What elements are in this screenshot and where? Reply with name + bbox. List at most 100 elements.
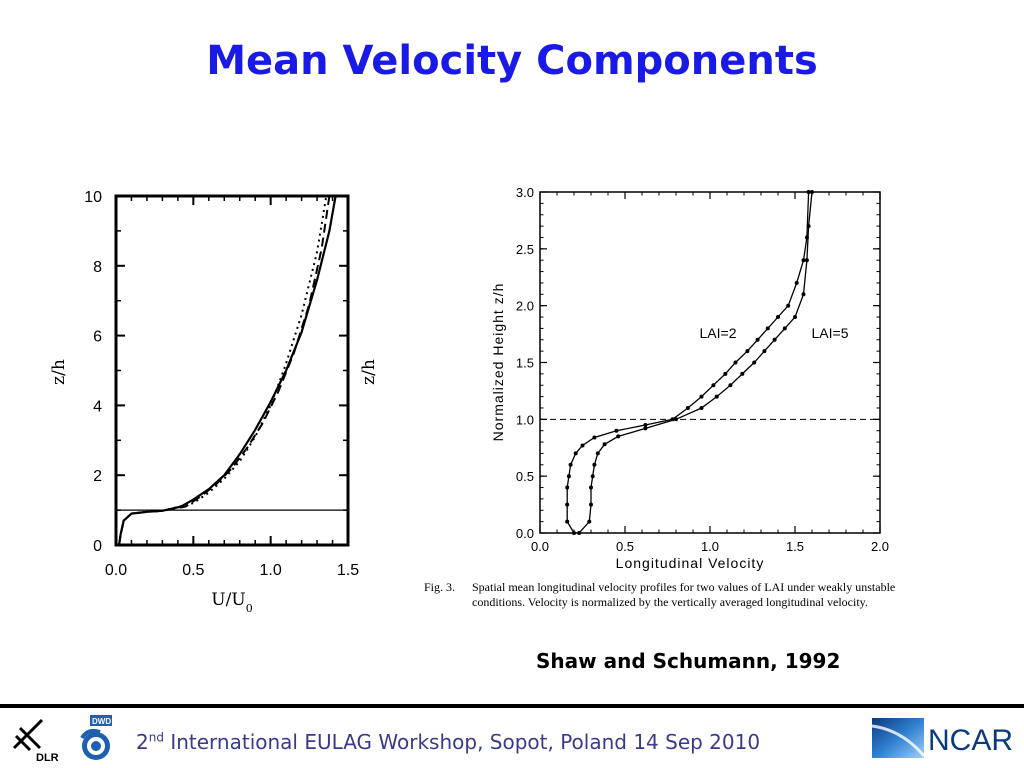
right-point-lai-2 [573,451,578,456]
left-y-tick-label: 4 [93,398,102,415]
right-point-lai-2 [565,485,570,490]
footer-ordinal: 2 [136,730,149,754]
right-x-tick-label: 1.5 [786,539,804,554]
right-point-lai-5 [728,383,733,388]
citation: Shaw and Schumann, 1992 [536,649,841,673]
right-point-lai-2 [786,303,791,308]
left-x-tick-label: 1.0 [260,562,282,579]
right-series-lai-2 [566,191,810,534]
left-x-axis-label-subscript: 0 [246,602,253,615]
right-plot-border [539,191,881,534]
left-x-tick-label: 1.5 [337,562,359,579]
right-y-tick-label: 3.0 [516,185,534,200]
right-y-tick-label: 1.5 [516,356,534,371]
left-y-tick-label: 0 [93,538,102,555]
right-point-lai-5 [752,360,757,365]
left-x-tick-label: 0.0 [105,562,127,579]
footer-text: 2nd International EULAG Workshop, Sopot,… [136,730,760,754]
right-point-lai-5 [810,190,814,194]
right-point-lai-5 [674,417,678,422]
right-point-lai-2 [794,280,799,285]
left-chart-frame [114,194,350,547]
footer-event: International EULAG Workshop, Sopot, Pol… [163,730,761,754]
right-point-lai-5 [762,349,767,354]
right-chart-frame [539,191,881,534]
right-chart-text: 0.0 0.5 1.0 1.5 2.0 0.0 0.5 1.0 1.5 2.0 2.5 3.0 LAI=… [490,185,889,571]
right-point-lai-5 [782,326,787,331]
right-point-lai-5 [589,502,593,507]
annotation-lai-2: LAI=2 [700,325,737,341]
footer-ordinal-suffix: nd [148,730,164,745]
left-y-tick-label: 8 [93,259,102,276]
right-point-lai-2 [568,462,573,467]
right-point-lai-5 [643,426,648,431]
right-point-lai-2 [804,235,809,240]
dlr-logo: DLR [12,718,59,764]
right-point-lai-2 [565,502,570,507]
right-point-lai-5 [592,462,597,467]
right-x-tick-label: 0.5 [616,539,634,554]
slide-title: Mean Velocity Components [206,38,818,84]
left-y-tick-label: 6 [93,329,102,346]
right-x-tick-label: 0.0 [531,539,549,554]
right-point-lai-2 [566,474,571,479]
right-point-lai-5 [590,474,595,479]
right-point-lai-2 [806,190,811,194]
right-point-lai-5 [714,394,719,399]
left-series-solid [118,195,337,546]
right-point-lai-5 [772,337,777,342]
right-y-axis-label: Normalized Height z/h [490,283,506,442]
right-point-lai-5 [740,371,745,376]
right-point-lai-2 [723,371,728,376]
right-point-lai-2 [745,349,750,354]
right-point-lai-2 [643,423,648,427]
right-point-lai-5 [804,258,809,263]
right-point-lai-5 [793,315,797,319]
right-x-tick-label: 2.0 [871,539,889,554]
right-point-lai-5 [587,519,592,524]
left-plot-border [114,194,350,547]
right-point-lai-2 [765,326,770,331]
left-chart-text: 0.0 0.5 1.0 1.5 0 2 4 6 8 10 U/U0 z/h z/h [49,189,379,615]
dwd-logo: DWD [80,715,112,760]
right-point-lai-2 [755,337,760,342]
right-point-lai-2 [614,428,619,433]
right-point-lai-2 [565,519,570,524]
right-y-axis-label: z/h [359,359,379,385]
footer-divider [0,704,1024,708]
right-point-lai-5 [577,531,582,535]
right-point-lai-2 [801,258,806,263]
left-chart-series [118,195,337,546]
right-point-lai-5 [801,292,806,297]
right-point-lai-5 [595,451,600,456]
left-y-axis-label: z/h [49,359,69,385]
left-y-tick-label: 2 [93,468,102,485]
right-point-lai-2 [580,443,585,448]
left-series-dotted [118,195,328,546]
right-y-tick-label: 2.0 [516,299,534,314]
right-point-lai-5 [602,442,607,447]
right-y-tick-label: 2.5 [516,242,534,257]
caption-line-2: conditions. Velocity is normalized by th… [472,595,868,609]
right-y-tick-label: 0.5 [516,469,534,484]
caption-line-1: Spatial mean longitudinal velocity profi… [472,580,896,594]
right-point-lai-2 [711,383,716,388]
ncar-logo-text: NCAR [928,724,1013,757]
ncar-logo: NCAR [871,718,1013,758]
right-point-lai-5 [616,434,621,439]
right-point-lai-2 [572,531,576,535]
left-series-dashed [118,195,331,546]
right-point-lai-2 [699,394,704,399]
left-x-axis-label: U/U0 [211,590,252,615]
right-chart-series [565,190,814,535]
right-series-lai-5 [578,191,813,534]
right-point-lai-2 [776,315,780,319]
right-x-tick-label: 1.0 [701,539,719,554]
right-point-lai-2 [592,435,597,440]
right-point-lai-5 [589,485,593,490]
left-y-tick-label: 10 [84,189,102,206]
caption-label: Fig. 3. [424,580,456,594]
dwd-logo-text: DWD [92,717,111,726]
